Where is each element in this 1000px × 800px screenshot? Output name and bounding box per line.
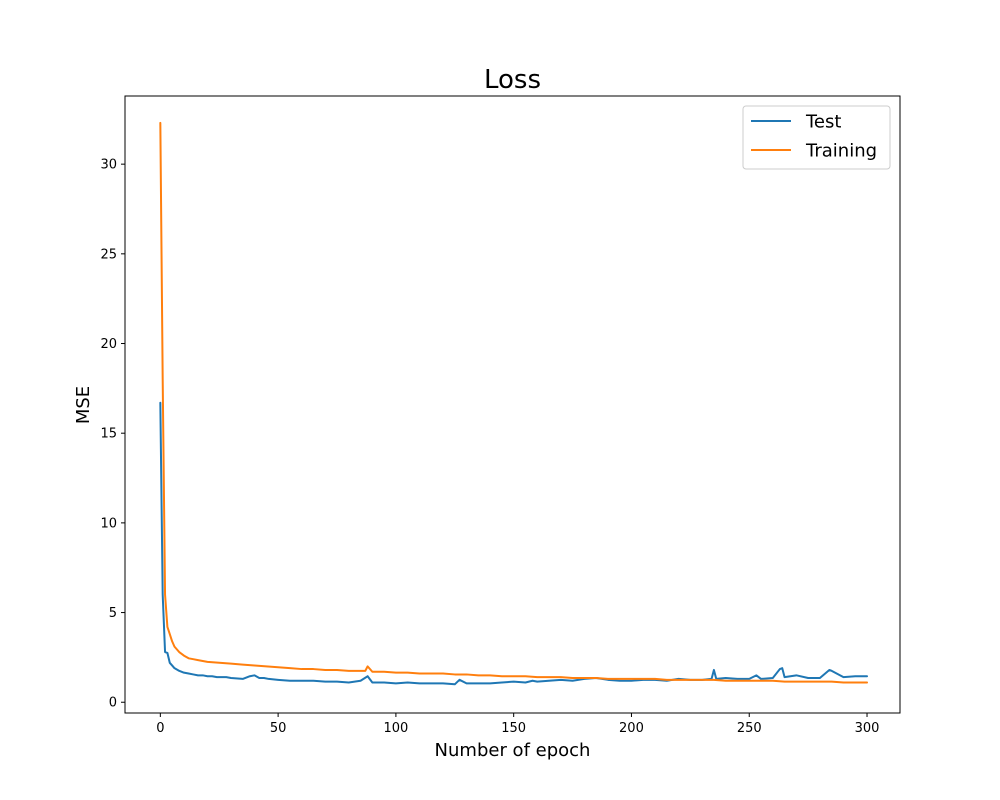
y-tick-label: 30 <box>100 158 117 173</box>
y-tick-label: 25 <box>100 247 117 262</box>
y-axis: 0 5 10 15 20 25 30 <box>100 158 125 711</box>
chart-title: Loss <box>484 65 541 95</box>
y-axis-title: MSE <box>73 386 94 424</box>
plot-area <box>159 121 869 686</box>
series-line-training <box>159 121 869 684</box>
x-tick-label: 150 <box>501 721 526 736</box>
x-tick-label: 100 <box>383 721 408 736</box>
y-tick-label: 5 <box>109 606 117 621</box>
y-tick-label: 20 <box>100 337 117 352</box>
x-axis-title: Number of epoch <box>435 740 591 761</box>
x-tick-label: 50 <box>270 721 287 736</box>
plot-frame <box>124 95 901 714</box>
x-tick-label: 300 <box>855 721 880 736</box>
legend-label-test: Test <box>805 112 841 133</box>
y-tick-label: 15 <box>100 427 117 442</box>
y-tick-label: 0 <box>109 696 117 711</box>
x-tick-label: 250 <box>737 721 762 736</box>
x-tick-label: 200 <box>619 721 644 736</box>
x-axis: 0 50 100 150 200 250 300 <box>156 713 879 736</box>
series-line-test <box>159 401 869 686</box>
x-tick-label: 0 <box>156 721 164 736</box>
legend: Test Training <box>742 105 891 170</box>
y-tick-label: 10 <box>100 516 117 531</box>
legend-label-training: Training <box>805 141 877 162</box>
